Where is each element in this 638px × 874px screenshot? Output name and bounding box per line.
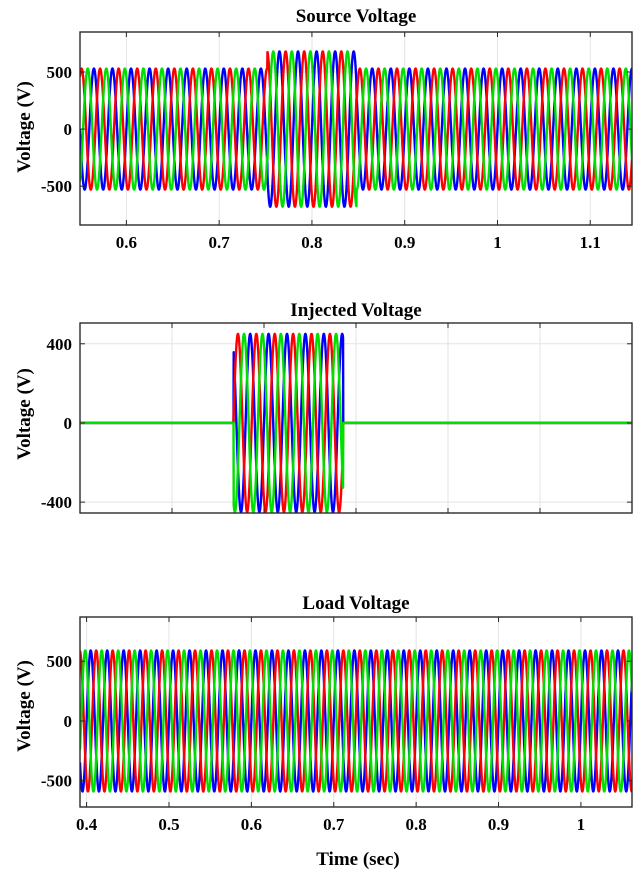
y-tick-label: 0 <box>64 414 73 433</box>
y-tick-label: 500 <box>47 652 73 671</box>
x-tick-label: 0.8 <box>301 233 322 252</box>
y-tick-label: 500 <box>47 63 73 82</box>
series-line-0 <box>80 649 632 793</box>
load-voltage-panel: Load Voltage Voltage (V) Time (sec) 0.4 0… <box>14 593 633 870</box>
y-tick-label: 0 <box>64 712 73 731</box>
x-tick-label: 1.1 <box>580 233 601 252</box>
y-tick-label: -500 <box>41 177 72 196</box>
traces <box>80 50 632 208</box>
x-tick-label: 0.7 <box>323 815 345 834</box>
x-tick-label: 0.4 <box>76 815 98 834</box>
x-tick-label: 0.7 <box>209 233 231 252</box>
x-tick-label: 0.6 <box>116 233 137 252</box>
x-axis-label: Time (sec) <box>316 849 400 870</box>
source-voltage-panel: Source Voltage Voltage (V) 0.6 0.7 0.8 0.9 1… <box>14 6 633 252</box>
series-line-0 <box>80 50 632 208</box>
plot-border <box>79 31 633 226</box>
injected-voltage-panel: Injected Voltage Voltage (V) -400 0 400 <box>14 300 633 514</box>
chart-title: Injected Voltage <box>290 300 421 321</box>
series-line-2 <box>80 332 632 513</box>
traces <box>80 649 632 793</box>
y-tick-label: 0 <box>64 120 73 139</box>
series-line-2 <box>80 649 632 793</box>
series-line-2 <box>80 50 632 208</box>
x-tick-label: 1 <box>577 815 586 834</box>
series-line-1 <box>80 649 632 793</box>
x-tick-label: 0.6 <box>241 815 262 834</box>
x-tick-label: 0.5 <box>158 815 179 834</box>
x-tick-label: 1 <box>493 233 502 252</box>
y-tick-label: -500 <box>41 772 72 791</box>
x-tick-label: 0.9 <box>488 815 509 834</box>
y-axis-label: Voltage (V) <box>14 660 35 752</box>
y-tick-label: -400 <box>41 493 72 512</box>
y-axis-label: Voltage (V) <box>14 368 35 460</box>
x-tick-label: 0.8 <box>406 815 427 834</box>
plot-border <box>79 616 633 808</box>
chart-title: Source Voltage <box>296 6 417 27</box>
y-tick-label: 400 <box>47 335 73 354</box>
chart-title: Load Voltage <box>302 593 409 614</box>
series-line-1 <box>80 50 632 208</box>
y-axis-label: Voltage (V) <box>14 81 35 173</box>
traces <box>80 332 632 513</box>
x-tick-label: 0.9 <box>394 233 415 252</box>
